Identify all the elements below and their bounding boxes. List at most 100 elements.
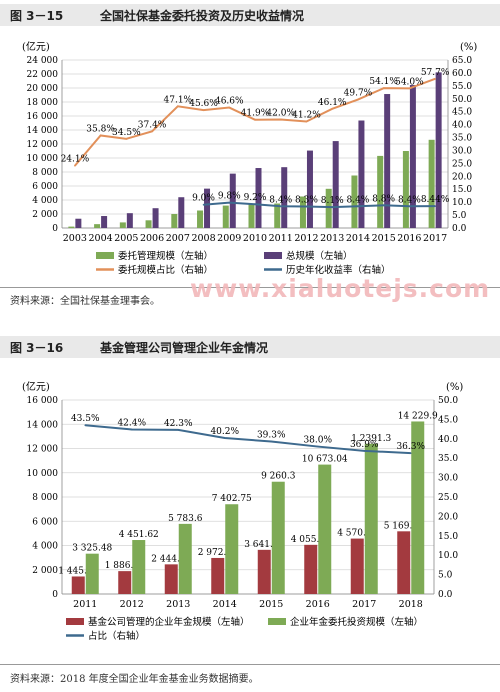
left-axis-unit: (亿元) — [22, 380, 50, 393]
data-label: 1 886.33 — [105, 561, 145, 571]
bar — [435, 72, 442, 228]
line-point — [305, 120, 308, 123]
data-label: 4 570.91 — [337, 529, 377, 539]
y2-tick-label: 35.0 — [438, 454, 458, 464]
bar — [306, 150, 313, 228]
data-label: 24.1% — [61, 155, 90, 165]
series-line — [74, 77, 436, 167]
y-tick-label: 0 — [52, 590, 58, 600]
bar — [377, 155, 384, 228]
y-tick-label: 18 000 — [27, 98, 59, 108]
x-tick-label: 2011 — [73, 599, 97, 610]
y-tick-label: 6 000 — [32, 182, 58, 192]
data-label: 10 673.04 — [302, 455, 348, 465]
bar — [101, 216, 108, 228]
bar — [281, 167, 288, 228]
figure-number: 图 3－16 — [10, 341, 64, 355]
data-label: 3 641.98 — [244, 540, 284, 550]
data-label: 42.3% — [164, 419, 193, 429]
bar — [274, 203, 281, 228]
y-tick-label: 6 000 — [32, 517, 58, 527]
line-point — [382, 204, 385, 207]
y-tick-label: 8 000 — [32, 168, 58, 178]
data-label: 8.44% — [421, 195, 450, 205]
legend-label: 委托规模占比（右轴） — [118, 264, 213, 276]
y2-tick-label: 5.0 — [452, 211, 467, 221]
bar — [152, 208, 159, 228]
legend-label: 占比（右轴） — [88, 630, 145, 642]
bar — [178, 523, 192, 594]
y2-tick-label: 50.0 — [438, 396, 458, 406]
y-tick-label: 22 000 — [27, 70, 59, 80]
data-label: 47.1% — [164, 95, 193, 105]
data-label: 37.4% — [138, 120, 167, 130]
data-label: 2 444.97 — [151, 554, 191, 564]
y2-tick-label: 5.0 — [438, 571, 453, 581]
bar — [68, 226, 75, 228]
y-tick-label: 12 000 — [27, 445, 59, 455]
y-tick-label: 16 000 — [27, 396, 59, 406]
y-tick-label: 20 000 — [27, 84, 59, 94]
line-point — [177, 105, 179, 108]
bar — [255, 168, 262, 228]
watermark: www.xialuotejs.com — [190, 274, 491, 303]
bar — [171, 214, 178, 228]
bar — [132, 540, 146, 594]
y2-tick-label: 45.0 — [438, 415, 458, 425]
line-point — [254, 118, 256, 121]
y-tick-label: 4 000 — [32, 196, 58, 206]
figure-title: 全国社保基金委托投资及历史收益情况 — [100, 9, 305, 23]
line-point — [202, 203, 205, 206]
x-tick-label: 2013 — [320, 233, 344, 244]
y-tick-label: 0 — [52, 224, 58, 234]
line-point — [223, 437, 226, 439]
bar — [222, 205, 229, 228]
chart-enterprise-annuity: (亿元) (%) 0 2 000 4 000 6 000 8 000 10 000 12 000… — [22, 380, 463, 642]
bar — [126, 213, 133, 228]
data-label: 36.9% — [350, 440, 379, 450]
legend-label: 企业年金委托投资规模（左轴） — [290, 616, 423, 628]
figure-header: 图 3－16 基金管理公司管理企业年金情况 — [0, 336, 500, 358]
x-tick-label: 2014 — [346, 233, 370, 244]
bar — [318, 464, 332, 594]
bar — [325, 188, 332, 228]
bar — [257, 549, 271, 594]
line-point — [228, 201, 231, 204]
bar — [304, 544, 318, 594]
source-note: 资料来源：全国社保基金理事会。 — [10, 296, 160, 307]
line-point — [279, 118, 282, 121]
series-line — [203, 201, 436, 209]
data-label: 35.8% — [86, 124, 115, 134]
x-tick-label: 2007 — [166, 233, 190, 244]
y2-tick-label: 10.0 — [452, 198, 472, 208]
y2-tick-label: 65.0 — [452, 56, 472, 66]
bar — [211, 557, 225, 594]
source-note: 资料来源：2018 年度全国企业年金基金业务数据摘要。 — [10, 674, 259, 685]
data-label: 54.1% — [369, 77, 398, 87]
bar — [402, 151, 409, 228]
y2-tick-label: 30.0 — [452, 146, 472, 156]
y2-tick-label: 30.0 — [438, 474, 458, 484]
data-label: 9.2% — [244, 193, 267, 203]
bar — [197, 210, 204, 228]
data-label: 41.2% — [292, 111, 321, 121]
x-tick-label: 2015 — [259, 599, 283, 610]
y-tick-label: 12 000 — [27, 140, 59, 150]
y-tick-label: 2 000 — [32, 210, 58, 220]
x-tick-label: 2016 — [306, 599, 330, 610]
legend-swatch — [264, 252, 282, 259]
data-label: 42.4% — [117, 418, 146, 428]
bar — [225, 504, 239, 594]
y-tick-label: 10 000 — [27, 469, 59, 479]
line-point — [130, 428, 133, 431]
bar — [118, 571, 132, 594]
bar — [75, 218, 82, 228]
series-line — [85, 424, 411, 455]
line-point — [74, 164, 76, 167]
y2-tick-label: 0.0 — [452, 224, 467, 234]
data-label: 34.5% — [112, 128, 141, 138]
line-point — [279, 205, 282, 208]
divider — [0, 664, 500, 665]
y2-tick-label: 0.0 — [438, 590, 453, 600]
bar — [248, 204, 255, 228]
